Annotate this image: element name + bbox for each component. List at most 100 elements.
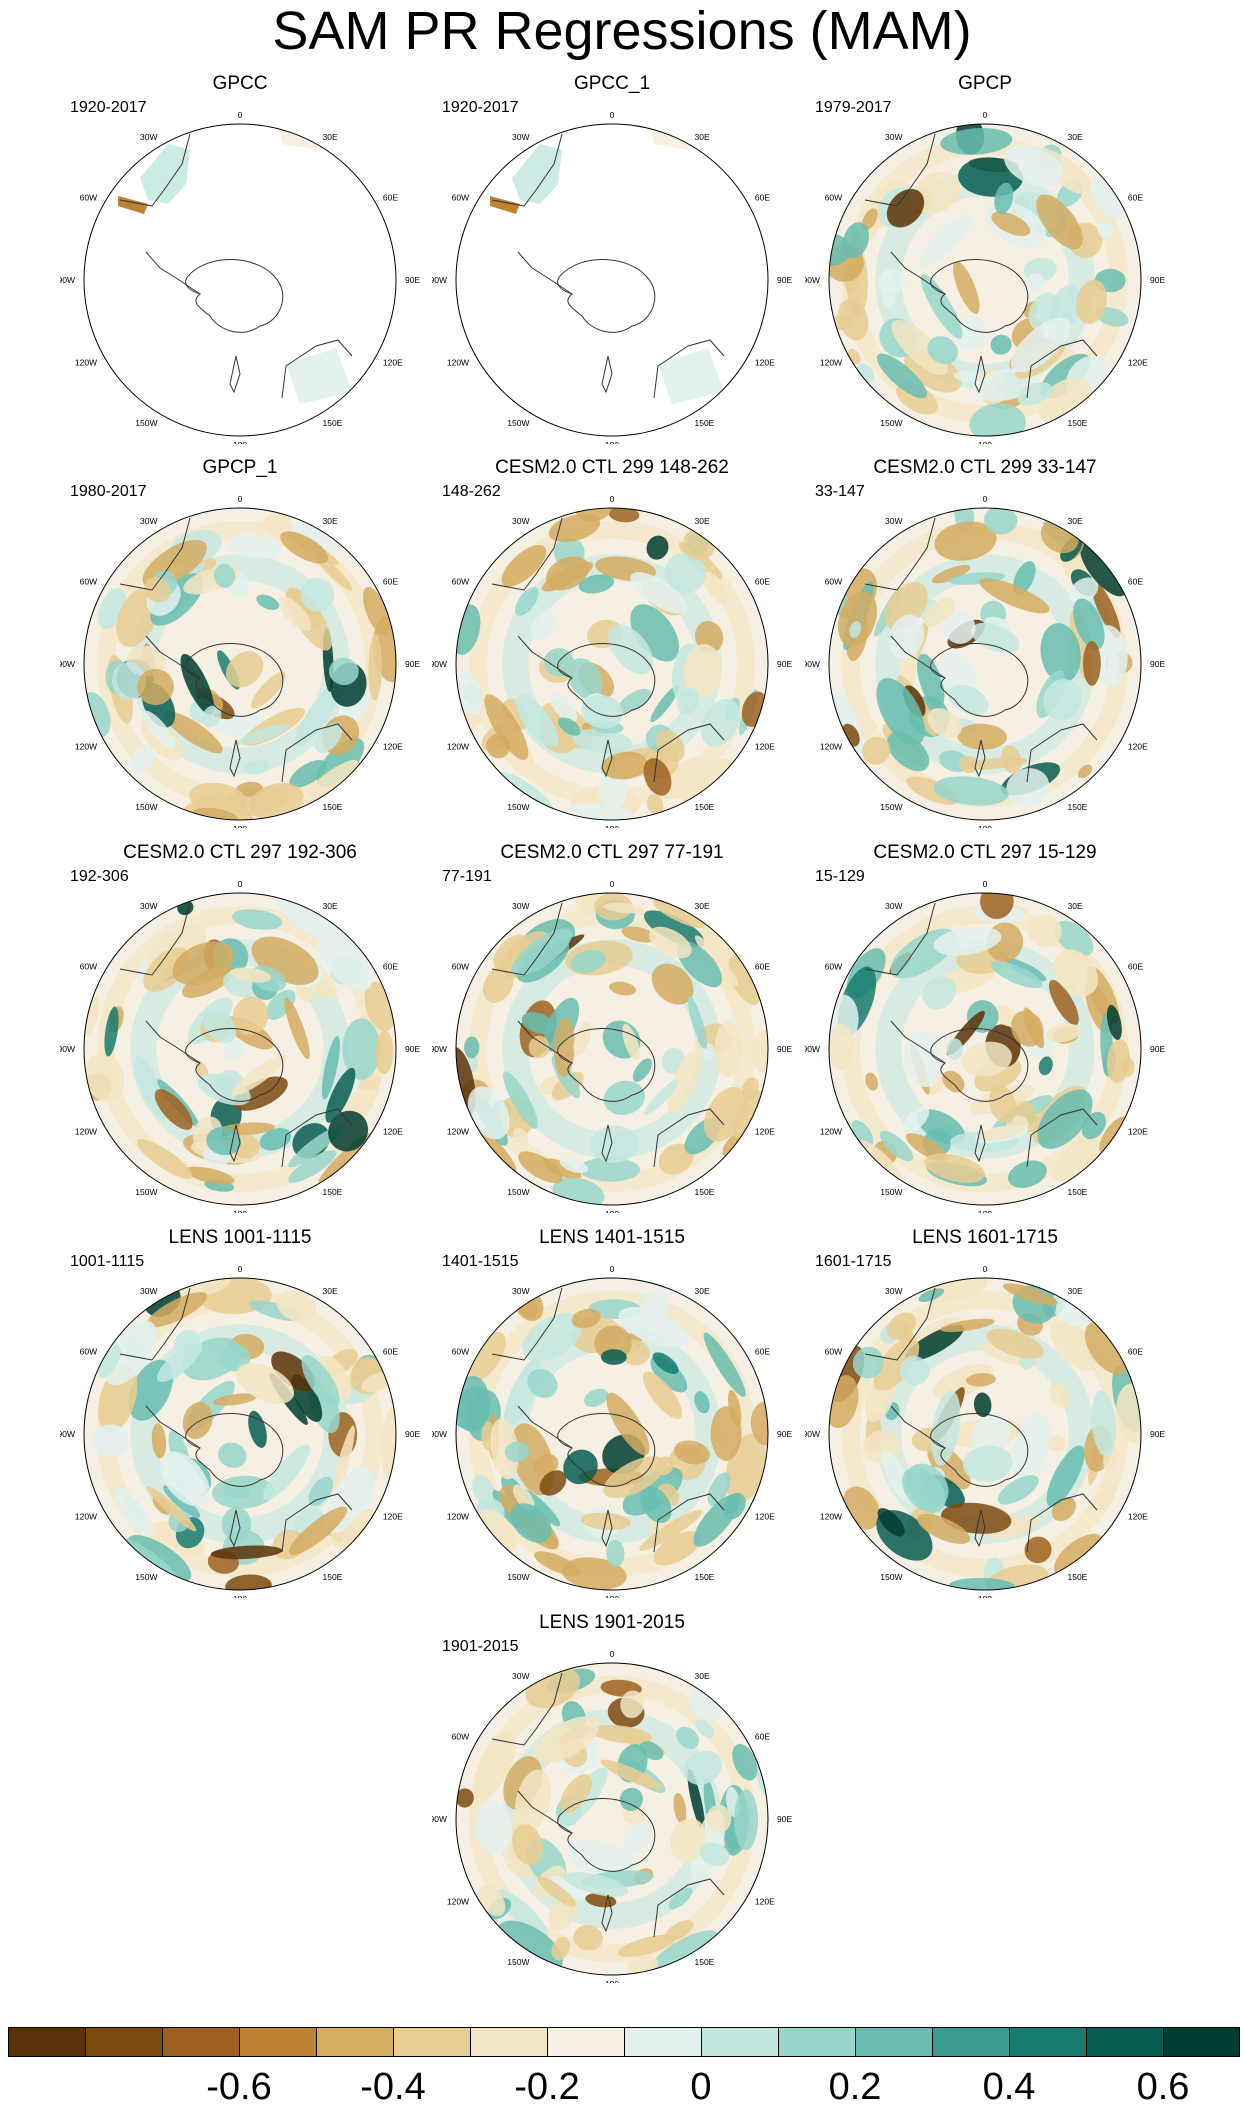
longitude-label: 120W bbox=[75, 358, 97, 368]
longitude-label: 90W bbox=[60, 275, 75, 285]
longitude-label: 180 bbox=[978, 440, 992, 444]
longitude-label: 150W bbox=[880, 802, 902, 812]
longitude-label: 30E bbox=[695, 1286, 710, 1296]
longitude-label: 90W bbox=[60, 659, 75, 669]
longitude-label: 120E bbox=[755, 1512, 775, 1522]
longitude-label: 180 bbox=[233, 1594, 247, 1598]
longitude-label: 90E bbox=[405, 275, 420, 285]
longitude-label: 30E bbox=[323, 901, 338, 911]
longitude-label: 90W bbox=[432, 1814, 447, 1824]
panel-title: CESM2.0 CTL 297 192-306 bbox=[123, 842, 357, 863]
longitude-label: 30E bbox=[1068, 516, 1083, 526]
panel-title: GPCP_1 bbox=[202, 457, 278, 478]
longitude-label: 150W bbox=[135, 418, 157, 428]
polar-map: 0 30E 60E 90E 120E 150E 180 150W 120W 90W 60W 30W bbox=[432, 110, 792, 444]
longitude-label: 60W bbox=[452, 1732, 469, 1742]
map-panel: LENS 1901-2015 1901-2015 0 30E 60E 90E 120E 150… bbox=[432, 1611, 792, 1986]
longitude-label: 150W bbox=[880, 418, 902, 428]
panel-title: CESM2.0 CTL 299 148-262 bbox=[495, 457, 729, 478]
polar-map: 0 30E 60E 90E 120E 150E 180 150W 120W 90W 60W 30W bbox=[432, 1264, 792, 1598]
longitude-label: 30E bbox=[323, 1286, 338, 1296]
longitude-label: 90W bbox=[805, 1044, 820, 1054]
colorbar-cell bbox=[1163, 2027, 1240, 2057]
longitude-label: 150E bbox=[1068, 1572, 1088, 1582]
longitude-label: 30W bbox=[140, 516, 157, 526]
longitude-label: 150E bbox=[323, 418, 343, 428]
longitude-label: 90W bbox=[432, 275, 447, 285]
longitude-label: 60E bbox=[755, 1347, 770, 1357]
longitude-label: 90E bbox=[405, 659, 420, 669]
panel-period: 192-306 bbox=[70, 868, 129, 885]
longitude-label: 30E bbox=[323, 516, 338, 526]
longitude-label: 150E bbox=[323, 802, 343, 812]
longitude-label: 30W bbox=[512, 1671, 529, 1681]
map-panel: CESM2.0 CTL 299 33-147 33-147 0 30E 60E 90E 12… bbox=[805, 456, 1165, 831]
longitude-label: 150W bbox=[135, 1572, 157, 1582]
longitude-label: 90W bbox=[805, 1429, 820, 1439]
polar-map: 0 30E 60E 90E 120E 150E 180 150W 120W 90W 60W 30W bbox=[805, 494, 1165, 828]
panel-period: 1001-1115 bbox=[70, 1253, 145, 1270]
panel-title: LENS 1001-1115 bbox=[168, 1227, 312, 1248]
longitude-label: 60E bbox=[1128, 193, 1143, 203]
longitude-label: 0 bbox=[610, 879, 615, 889]
colorbar-cell bbox=[1086, 2027, 1163, 2057]
polar-map: 0 30E 60E 90E 120E 150E 180 150W 120W 90W 60W 30W bbox=[805, 110, 1165, 444]
panel-title: CESM2.0 CTL 297 77-191 bbox=[500, 842, 724, 863]
colorbar-cell bbox=[701, 2027, 778, 2057]
longitude-label: 90E bbox=[777, 1814, 792, 1824]
longitude-label: 90E bbox=[405, 1429, 420, 1439]
colorbar-cell bbox=[8, 2027, 85, 2057]
longitude-label: 180 bbox=[978, 1594, 992, 1598]
longitude-label: 60E bbox=[1128, 1347, 1143, 1357]
longitude-label: 30E bbox=[695, 1671, 710, 1681]
longitude-label: 60W bbox=[452, 193, 469, 203]
panel-title: LENS 1901-2015 bbox=[539, 1612, 685, 1633]
polar-map: 0 30E 60E 90E 120E 150E 180 150W 120W 90W 60W 30W bbox=[432, 1649, 792, 1983]
longitude-label: 60W bbox=[80, 962, 97, 972]
polar-map: 0 30E 60E 90E 120E 150E 180 150W 120W 90W 60W 30W bbox=[60, 1264, 420, 1598]
panel-title: GPCC_1 bbox=[573, 73, 651, 94]
longitude-label: 60E bbox=[1128, 962, 1143, 972]
longitude-label: 150W bbox=[507, 1187, 529, 1197]
longitude-label: 60E bbox=[383, 577, 398, 587]
panel-period: 33-147 bbox=[815, 483, 865, 500]
longitude-label: 120E bbox=[1128, 742, 1148, 752]
colorbar-cell bbox=[1009, 2027, 1086, 2057]
colorbar bbox=[8, 2027, 1240, 2057]
longitude-label: 150E bbox=[695, 1572, 715, 1582]
longitude-label: 60E bbox=[755, 1732, 770, 1742]
longitude-label: 60E bbox=[755, 577, 770, 587]
longitude-label: 90W bbox=[60, 1044, 75, 1054]
colorbar-cell bbox=[470, 2027, 547, 2057]
colorbar-cell bbox=[162, 2027, 239, 2057]
longitude-label: 60E bbox=[383, 193, 398, 203]
longitude-label: 90E bbox=[777, 1429, 792, 1439]
longitude-label: 30E bbox=[695, 901, 710, 911]
longitude-label: 30W bbox=[512, 132, 529, 142]
map-panel: CESM2.0 CTL 297 77-191 77-191 0 30E 60E 90E 12… bbox=[432, 841, 792, 1216]
longitude-label: 120E bbox=[1128, 358, 1148, 368]
longitude-label: 90E bbox=[1150, 659, 1165, 669]
longitude-label: 150E bbox=[1068, 418, 1088, 428]
panel-period: 1979-2017 bbox=[815, 99, 892, 116]
longitude-label: 150W bbox=[135, 802, 157, 812]
map-panel: GPCC 1920-2017 0 30E 60E 90E 120E 150E 180 150W 12… bbox=[60, 72, 420, 447]
colorbar-cell bbox=[393, 2027, 470, 2057]
colorbar-cell bbox=[85, 2027, 162, 2057]
longitude-label: 60W bbox=[80, 577, 97, 587]
longitude-label: 90E bbox=[1150, 1044, 1165, 1054]
panel-period: 1980-2017 bbox=[70, 483, 147, 500]
longitude-label: 60W bbox=[825, 193, 842, 203]
longitude-label: 120E bbox=[755, 742, 775, 752]
longitude-label: 150W bbox=[507, 802, 529, 812]
panel-title: GPCP bbox=[958, 73, 1012, 94]
longitude-label: 60W bbox=[452, 1347, 469, 1357]
longitude-label: 180 bbox=[233, 1209, 247, 1213]
longitude-label: 30E bbox=[1068, 901, 1083, 911]
longitude-label: 180 bbox=[233, 824, 247, 828]
longitude-label: 120E bbox=[755, 358, 775, 368]
longitude-label: 30W bbox=[512, 1286, 529, 1296]
longitude-label: 30W bbox=[885, 1286, 902, 1296]
longitude-label: 90W bbox=[60, 1429, 75, 1439]
longitude-label: 120W bbox=[75, 1512, 97, 1522]
